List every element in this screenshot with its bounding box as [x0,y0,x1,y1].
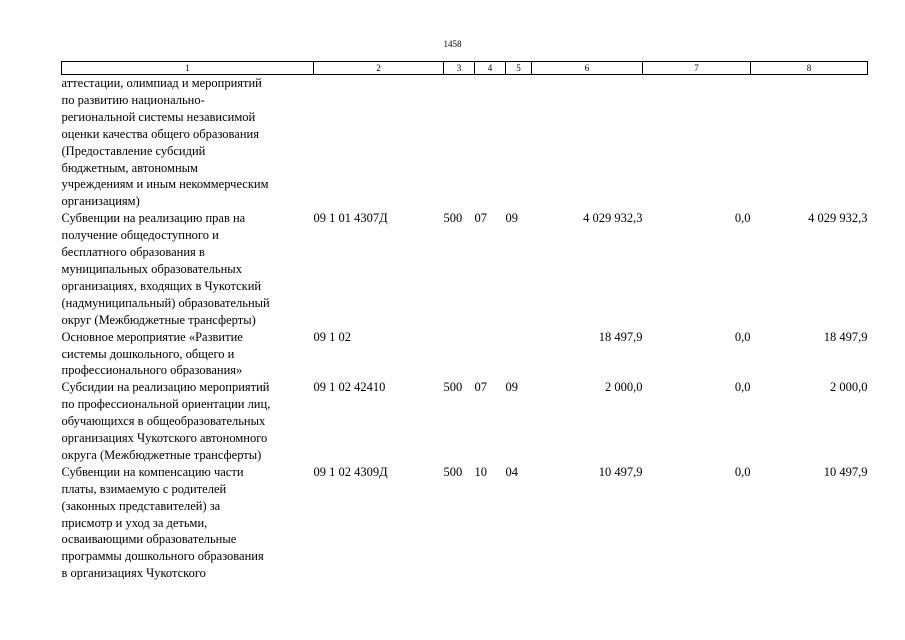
row-code [314,75,444,211]
row-name: Субвенции на компенсацию части платы, вз… [61,464,264,581]
row-name: Субвенции на реализацию прав на получени… [61,211,270,327]
table-header: 1 2 3 4 5 6 7 8 [61,61,868,75]
header-col-6: 6 [531,61,643,75]
row-amount: 4 029 932,3 [583,211,643,226]
row-col-5 [506,329,532,380]
row-col-3: 500 [443,464,463,479]
row-total: 2 000,0 [830,380,868,395]
table-body: аттестации, олимпиад и мероприятий по ра… [62,75,868,583]
row-col-5: 04 [505,464,519,479]
row-code: 09 1 02 4309Д [313,464,388,479]
table-row: Субвенции на компенсацию части платы, вз… [62,464,868,582]
row-name: аттестации, олимпиад и мероприятий по ра… [61,76,269,209]
row-code: 09 1 01 4307Д [313,211,388,226]
row-change: 0,0 [734,464,751,479]
header-col-7: 7 [642,61,751,75]
page-number: 1458 [443,39,462,49]
row-total: 4 029 932,3 [808,211,868,226]
row-total [751,75,868,211]
row-col-3 [444,329,475,380]
row-col-3 [444,75,475,211]
header-col-1: 1 [61,61,314,75]
row-col-5 [506,75,532,211]
row-col-4: 10 [474,464,488,479]
row-code: 09 1 02 42410 [313,380,386,395]
header-col-3: 3 [443,61,475,75]
table-row: Основное мероприятие «Развитие системы д… [62,329,868,380]
row-col-4 [475,329,506,380]
row-col-4 [475,75,506,211]
row-amount [532,75,643,211]
budget-table: 1 2 3 4 5 6 7 8 аттестации, олимпиад и м… [61,61,868,582]
row-change: 0,0 [734,380,751,395]
row-col-5: 09 [505,380,519,395]
row-total: 10 497,9 [823,464,868,479]
row-amount: 2 000,0 [605,380,643,395]
header-col-5: 5 [505,61,532,75]
row-change [643,75,751,211]
header-col-2: 2 [313,61,444,75]
row-change: 0,0 [734,329,751,344]
row-amount: 18 497,9 [598,329,643,344]
header-row: 1 2 3 4 5 6 7 8 [61,61,868,75]
header-col-8: 8 [750,61,868,75]
row-col-4: 07 [474,211,488,226]
row-name: Субсидии на реализацию мероприятий по пр… [61,380,271,462]
row-code: 09 1 02 [313,329,352,344]
row-col-4: 07 [474,380,488,395]
row-change: 0,0 [734,211,751,226]
row-name: Основное мероприятие «Развитие системы д… [61,329,243,378]
row-col-3: 500 [443,380,463,395]
row-col-5: 09 [505,211,519,226]
table-row: Субвенции на реализацию прав на получени… [62,210,868,328]
table-row: Субсидии на реализацию мероприятий по пр… [62,379,868,464]
row-amount: 10 497,9 [598,464,643,479]
row-total: 18 497,9 [823,329,868,344]
row-col-3: 500 [443,211,463,226]
header-col-4: 4 [474,61,506,75]
table-row: аттестации, олимпиад и мероприятий по ра… [62,75,868,211]
